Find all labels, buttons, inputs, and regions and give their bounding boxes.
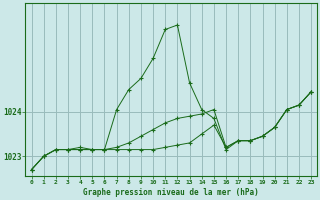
X-axis label: Graphe pression niveau de la mer (hPa): Graphe pression niveau de la mer (hPa) (84, 188, 259, 197)
